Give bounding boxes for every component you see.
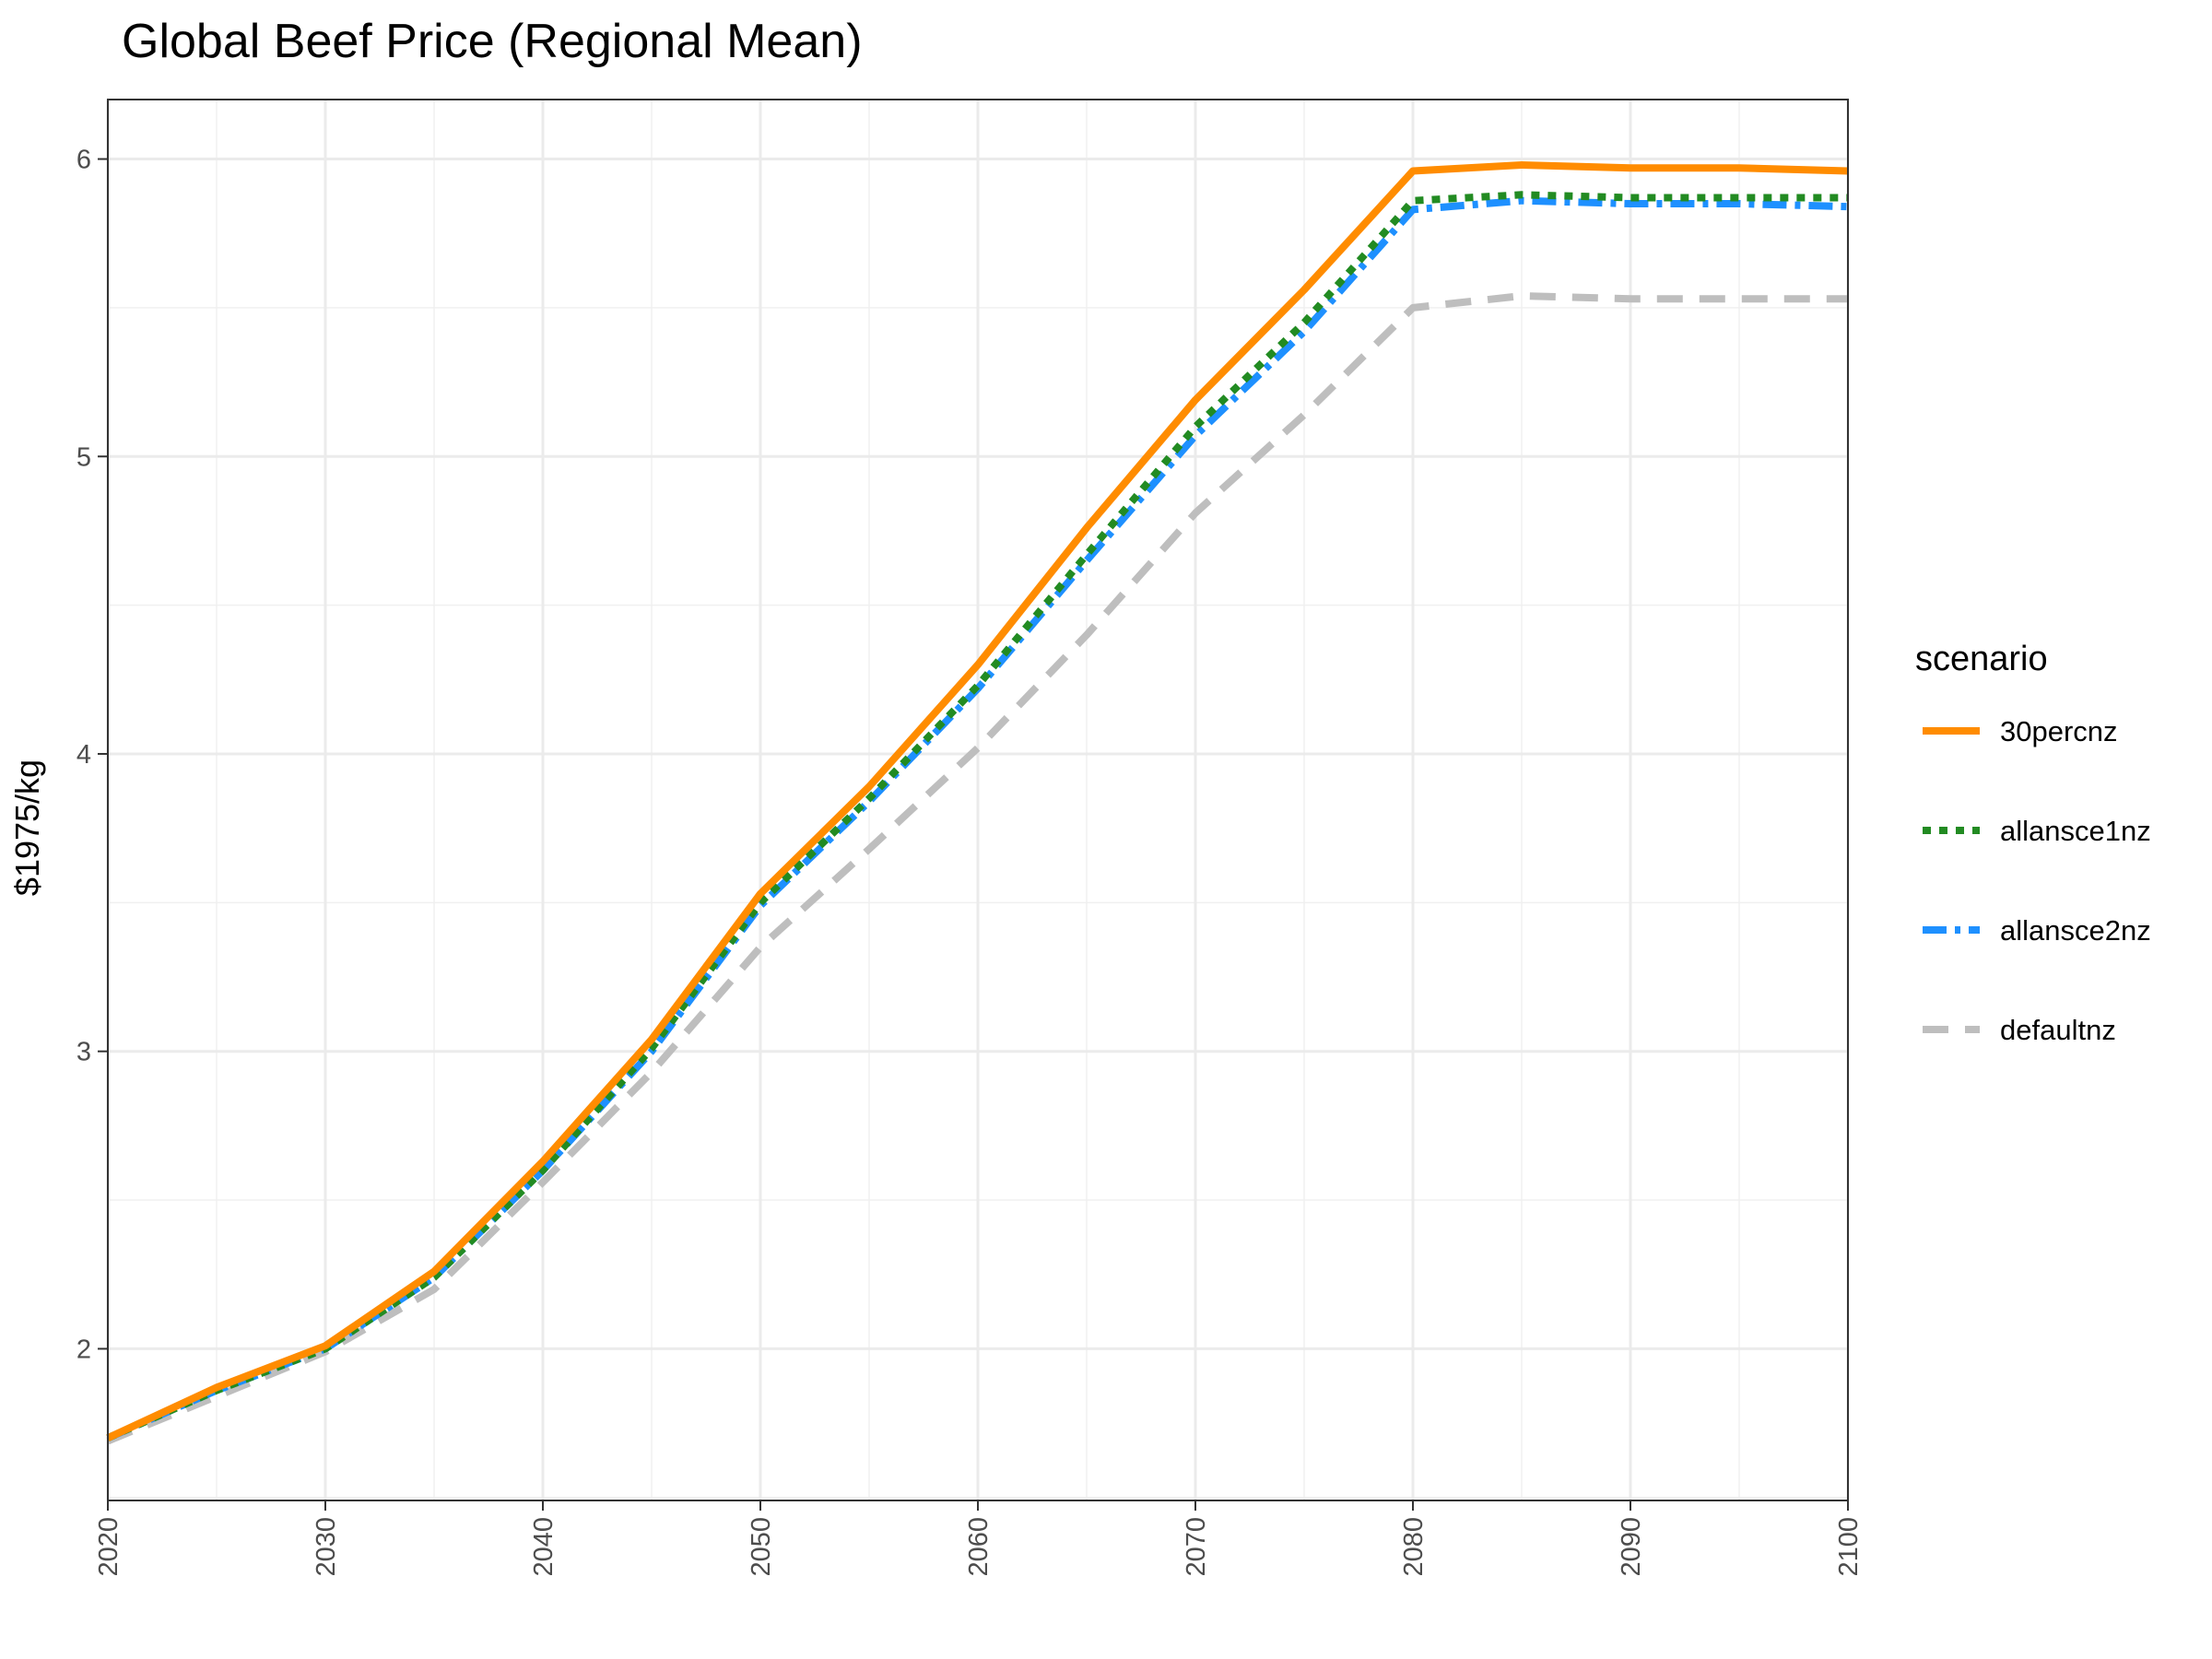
- x-tick-label: 2070: [1182, 1517, 1211, 1577]
- y-tick-label: 5: [76, 442, 91, 472]
- legend-items: 30percnz allansce1nz allansce2nz defaultnz: [1923, 715, 2151, 1046]
- x-tick-label: 2030: [312, 1517, 341, 1577]
- legend-item-defaultnz: defaultnz: [1923, 1014, 2116, 1046]
- y-tick-label: 2: [76, 1335, 91, 1364]
- y-axis-title: $1975/kg: [8, 759, 46, 896]
- x-tick-label: 2080: [1399, 1517, 1429, 1577]
- x-axis: 2020 2030 2040 2050 2060 2070 2080 2090 2100: [94, 1500, 1864, 1577]
- series-line-allansce1nz: [106, 191, 1848, 1441]
- legend: scenario 30percnz allansce1nz allansce2nz d…: [1915, 640, 2151, 1046]
- x-tick-label: 2090: [1617, 1517, 1646, 1577]
- legend-title: scenario: [1915, 640, 2048, 678]
- x-tick-label: 2050: [747, 1517, 776, 1577]
- chart-title: Global Beef Price (Regional Mean): [122, 15, 863, 68]
- legend-label: 30percnz: [2000, 715, 2118, 747]
- legend-label: allansce1nz: [2000, 815, 2151, 847]
- legend-item-allansce2nz: allansce2nz: [1923, 914, 2151, 947]
- y-tick-label: 6: [76, 146, 91, 175]
- legend-item-allansce1nz: allansce1nz: [1923, 815, 2151, 847]
- legend-item-30percnz: 30percnz: [1923, 715, 2118, 747]
- x-tick-label: 2020: [94, 1517, 124, 1577]
- y-tick-label: 4: [76, 740, 91, 770]
- x-tick-label: 2060: [964, 1517, 994, 1577]
- y-tick-label: 3: [76, 1038, 91, 1067]
- series-line-30percnz: [106, 161, 1849, 1441]
- series-lines: [106, 161, 1849, 1445]
- series-line-defaultnz: [106, 292, 1848, 1445]
- legend-label: defaultnz: [2000, 1014, 2116, 1046]
- x-tick-label: 2100: [1834, 1517, 1864, 1577]
- legend-label: allansce2nz: [2000, 914, 2151, 947]
- x-tick-label: 2040: [529, 1517, 559, 1577]
- y-axis: 2 3 4 5 6: [76, 146, 108, 1364]
